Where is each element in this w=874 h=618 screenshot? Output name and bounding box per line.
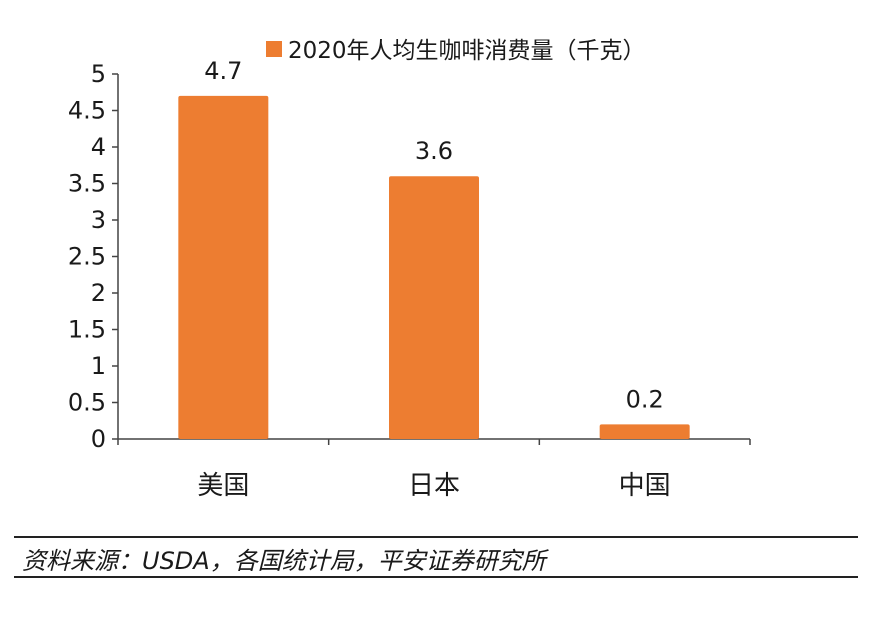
legend: 2020年人均生咖啡消费量（千克） <box>266 38 646 64</box>
bars <box>178 95 690 440</box>
y-tick-label: 3.5 <box>68 170 106 198</box>
legend-label: 2020年人均生咖啡消费量（千克） <box>288 38 646 64</box>
bar-value-label: 0.2 <box>626 385 664 413</box>
category-label: 日本 <box>408 471 460 501</box>
bar-chart: 2020年人均生咖啡消费量（千克） 00.511.522.533.544.55 … <box>68 38 751 501</box>
y-tick-label: 1 <box>91 352 106 380</box>
y-tick-label: 4 <box>91 133 106 161</box>
y-tick-label: 0.5 <box>68 389 106 417</box>
bar-value-label: 4.7 <box>204 57 242 85</box>
y-tick-label: 5 <box>91 60 106 88</box>
category-label: 中国 <box>619 471 671 501</box>
y-tick-label: 0 <box>91 425 106 453</box>
data-labels: 4.7 3.6 0.2 <box>204 57 664 413</box>
bar <box>178 95 269 440</box>
bar <box>599 424 690 439</box>
bar <box>389 176 479 439</box>
category-labels: 美国 日本 中国 <box>197 471 670 501</box>
y-tick-label: 1.5 <box>68 316 106 344</box>
bar-value-label: 3.6 <box>415 137 453 165</box>
y-tick-label: 2.5 <box>68 243 106 271</box>
y-tick-label: 2 <box>91 279 106 307</box>
y-tick-label: 3 <box>91 206 106 234</box>
y-tick-label: 4.5 <box>68 97 106 125</box>
source-note: 资料来源：USDA，各国统计局，平安证券研究所 <box>14 536 858 578</box>
legend-swatch <box>266 41 282 57</box>
source-text: 资料来源：USDA，各国统计局，平安证券研究所 <box>22 547 546 575</box>
x-axis-ticks <box>117 439 751 445</box>
category-label: 美国 <box>197 471 249 501</box>
y-axis-ticks: 0 0.5 1 1.5 2 2.5 3 3.5 4 4.5 5 <box>68 60 118 453</box>
